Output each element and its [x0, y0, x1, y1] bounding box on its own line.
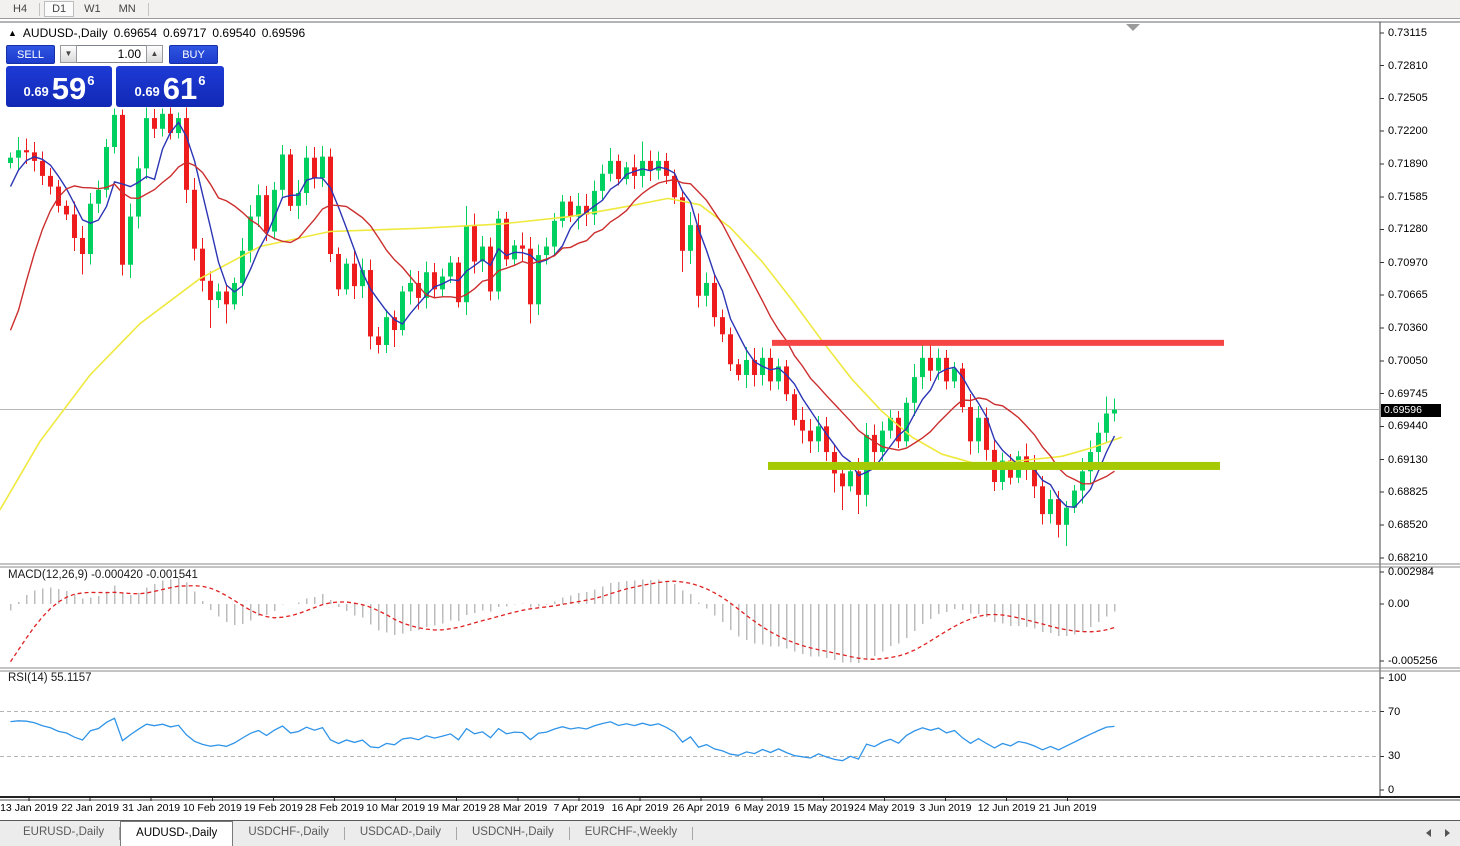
toolbar-separator	[147, 2, 149, 16]
tab-eurusd-daily[interactable]: EURUSD-,Daily	[23, 826, 105, 838]
price-axis-label: 0.69745	[1388, 387, 1428, 400]
price-axis-label: 0.68210	[1388, 552, 1428, 564]
rsi-axis-label: 100	[1388, 672, 1407, 684]
sell-price-big: 59	[51, 71, 87, 106]
price-axis-label: 0.68825	[1388, 486, 1428, 499]
date-axis-label: 31 Jan 2019	[122, 802, 181, 814]
macd-label: MACD(12,26,9) -0.000420 -0.001541	[8, 569, 198, 581]
macd-axis-label: 0.002984	[1388, 566, 1434, 578]
tab-scroll-left-icon[interactable]	[1426, 829, 1431, 837]
macd-values: -0.000420 -0.001541	[91, 569, 198, 581]
rsi-label: RSI(14) 55.1157	[8, 672, 92, 684]
date-axis-label: 22 Jan 2019	[61, 802, 119, 814]
toolbar-separator	[39, 2, 41, 16]
date-axis-label: 28 Feb 2019	[305, 802, 364, 814]
price-axis-label: 0.69440	[1388, 420, 1428, 433]
date-axis-label: 7 Apr 2019	[553, 802, 605, 814]
rsi-value: 55.1157	[50, 672, 92, 684]
chart-tab-bar: EURUSD-,Daily AUDUSD-,Daily USDCHF-,Daily U…	[0, 820, 1460, 846]
date-axis-label: 24 May 2019	[854, 802, 915, 814]
sell-price-display[interactable]: 0.69 59 6	[6, 66, 112, 107]
macd-axis-label: 0.00	[1388, 598, 1410, 611]
date-axis-label: 19 Feb 2019	[243, 802, 303, 814]
current-price-badge: 0.69596	[1381, 404, 1441, 417]
date-axis-label: 12 Jun 2019	[977, 802, 1036, 814]
price-axis-label: 0.71890	[1388, 158, 1428, 171]
ohlc-open: 0.69654	[113, 26, 157, 40]
buy-price-pip: 6	[198, 73, 206, 88]
tab-separator	[692, 827, 694, 840]
date-axis-label: 26 Apr 2019	[672, 802, 730, 814]
date-axis-label: 10 Feb 2019	[182, 802, 242, 814]
timeframe-button-mn[interactable]: MN	[118, 3, 136, 15]
date-axis-label: 16 Apr 2019	[611, 802, 669, 814]
tab-separator	[568, 827, 570, 840]
tab-eurchf-weekly[interactable]: EURCHF-,Weekly	[584, 826, 678, 838]
sell-price-pip: 6	[87, 73, 95, 88]
ohlc-high: 0.69717	[163, 26, 207, 40]
date-axis-label: 6 May 2019	[734, 802, 790, 814]
price-axis-label: 0.70970	[1388, 256, 1428, 269]
price-axis-label: 0.72200	[1388, 124, 1428, 137]
rsi-axis-label: 70	[1388, 705, 1401, 718]
price-axis-label: 0.71280	[1388, 223, 1428, 236]
buy-price-base: 0.69	[134, 84, 160, 99]
price-axis-label: 0.70050	[1388, 355, 1428, 368]
tab-separator	[343, 827, 345, 840]
timeframe-button-h4[interactable]: H4	[13, 3, 28, 15]
date-axis-label: 21 Jun 2019	[1038, 802, 1097, 814]
ohlc-low: 0.69540	[212, 26, 256, 40]
volume-increase-button[interactable]: ▲	[146, 45, 163, 63]
price-axis-label: 0.69130	[1388, 453, 1428, 466]
buy-price-display[interactable]: 0.69 61 6	[116, 66, 224, 107]
date-axis-label: 19 Mar 2019	[427, 802, 487, 814]
date-axis-label: 28 Mar 2019	[488, 802, 548, 814]
price-axis-label: 0.70665	[1388, 289, 1428, 302]
volume-input[interactable]	[77, 45, 146, 63]
chart-window	[0, 20, 1460, 846]
price-axis-label: 0.72505	[1388, 92, 1428, 105]
chart-header: ▲ AUDUSD-,Daily 0.69654 0.69717 0.69540 …	[8, 26, 305, 40]
tab-audusd-daily[interactable]: AUDUSD-,Daily	[120, 821, 234, 846]
price-axis-label: 0.71585	[1388, 190, 1428, 203]
buy-button[interactable]: BUY	[169, 44, 218, 64]
rsi-axis-label: 30	[1388, 750, 1401, 763]
buy-price-big: 61	[162, 71, 198, 106]
macd-axis-label: -0.005256	[1388, 655, 1438, 667]
tab-separator	[119, 827, 121, 840]
price-axis-label: 0.73115	[1388, 27, 1427, 39]
timeframe-button-d1[interactable]: D1	[44, 1, 75, 17]
price-axis-label: 0.70360	[1388, 321, 1428, 334]
date-axis-label: 3 Jun 2019	[919, 802, 972, 814]
chart-symbol-period: AUDUSD-,Daily	[22, 26, 108, 40]
rsi-axis-label: 0	[1388, 784, 1395, 796]
volume-decrease-button[interactable]: ▼	[60, 45, 77, 63]
date-axis-label: 15 May 2019	[792, 802, 854, 814]
tab-usdcnh-daily[interactable]: USDCNH-,Daily	[471, 826, 554, 838]
tab-scroll-right-icon[interactable]	[1445, 829, 1450, 837]
tab-separator	[455, 827, 457, 840]
timeframe-toolbar: H4 D1 W1 MN	[0, 0, 1460, 19]
tab-usdcad-daily[interactable]: USDCAD-,Daily	[359, 826, 441, 838]
timeframe-button-w1[interactable]: W1	[84, 3, 101, 15]
price-axis-label: 0.68520	[1388, 518, 1428, 531]
date-axis-label: 10 Mar 2019	[366, 802, 426, 814]
chart-scroll-end-icon[interactable]	[1126, 24, 1140, 31]
sell-price-base: 0.69	[23, 84, 49, 99]
tab-usdchf-daily[interactable]: USDCHF-,Daily	[248, 826, 329, 838]
ohlc-close: 0.69596	[261, 26, 306, 40]
collapse-arrow-icon[interactable]: ▲	[8, 28, 17, 38]
date-axis-label: 13 Jan 2019	[0, 802, 58, 814]
sell-button[interactable]: SELL	[6, 44, 55, 64]
one-click-trading-panel: SELL ▼ ▲ BUY 0.69 59 6 0.69 61 6	[6, 44, 226, 107]
price-axis-label: 0.72810	[1388, 59, 1428, 72]
